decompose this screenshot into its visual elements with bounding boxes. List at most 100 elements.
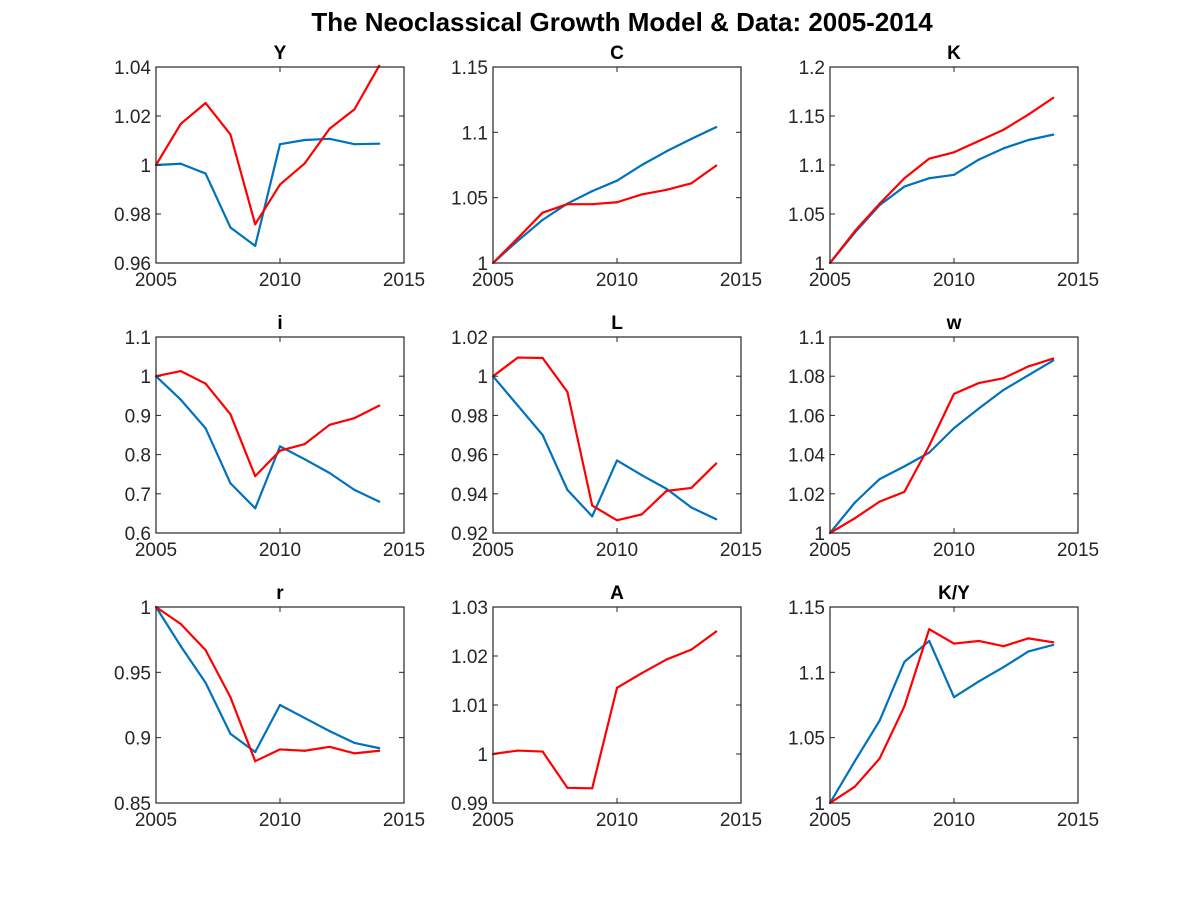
data-point [1052, 641, 1055, 644]
x-tick-label: 2015 [720, 810, 762, 831]
y-tick-label: 0.98 [114, 205, 151, 226]
data-point [715, 462, 718, 465]
data-point [615, 179, 619, 182]
x-tick-label: 2010 [596, 270, 638, 291]
subplot-w: w 1 1.02 1.04 1.06 1.08 1.1 2005 2010 2015 [788, 313, 1099, 561]
data-point [1052, 643, 1055, 646]
data-point [303, 138, 306, 142]
data-point [665, 487, 668, 490]
data-point [1002, 645, 1005, 648]
data-point [353, 752, 356, 755]
data-point [278, 449, 282, 452]
data-point [254, 507, 257, 510]
data-point [715, 630, 718, 633]
data-point [615, 686, 619, 689]
data-point [1052, 133, 1055, 136]
y-tick-label: 1.05 [788, 729, 825, 750]
data-point [591, 515, 594, 518]
data-point [977, 139, 980, 143]
y-tick-label: 0.85 [114, 794, 151, 815]
y-tick-label: 1.05 [451, 189, 488, 210]
y-tick-label: 1.1 [125, 328, 151, 349]
data-point [928, 451, 931, 454]
x-tick-label: 2010 [933, 270, 975, 291]
data-point [640, 474, 643, 477]
data-point [353, 488, 356, 491]
data-point [541, 433, 544, 437]
x-tick-label: 2010 [596, 810, 638, 831]
data-point [229, 696, 232, 699]
x-tick-label: 2015 [1057, 540, 1099, 561]
y-tick-label: 1.02 [788, 485, 825, 506]
data-point [952, 151, 956, 154]
y-tick-label: 1.08 [788, 367, 825, 388]
data-point [378, 747, 381, 750]
data-point [179, 622, 182, 626]
data-point [229, 226, 232, 229]
y-tick-label: 1.04 [788, 446, 825, 467]
subplot-title: w [946, 313, 962, 334]
data-point [1027, 113, 1030, 116]
data-point [928, 177, 931, 180]
x-tick-label: 2015 [1057, 810, 1099, 831]
series-line-2 [492, 356, 717, 522]
data-point [640, 672, 643, 675]
y-tick-label: 0.6 [125, 524, 151, 545]
subplot-k: K 1 1.05 1.1 1.15 1.2 2005 2010 2015 [788, 43, 1099, 291]
x-tick-label: 2005 [809, 540, 851, 561]
data-point [1027, 138, 1030, 142]
data-point [353, 417, 356, 420]
y-tick-label: 0.7 [125, 485, 151, 506]
y-tick-label: 1.15 [451, 58, 488, 79]
data-point [591, 190, 594, 193]
data-point [977, 680, 980, 683]
data-point [853, 517, 856, 520]
data-point [903, 660, 906, 663]
y-tick-label: 1 [477, 367, 488, 388]
data-point [353, 143, 356, 146]
subplot-y: Y 0.96 0.98 1 1.02 1.04 2005 2010 2015 [114, 43, 425, 291]
data-point [1027, 637, 1030, 640]
x-tick-label: 2010 [933, 540, 975, 561]
y-tick-label: 1 [814, 524, 825, 545]
data-point [353, 741, 356, 744]
data-point [878, 719, 881, 722]
data-point [615, 519, 619, 522]
data-point [615, 201, 619, 204]
data-point [878, 202, 881, 205]
data-point [903, 490, 906, 493]
data-point [516, 237, 519, 240]
data-point [254, 244, 257, 247]
data-point [179, 162, 182, 165]
data-point [378, 404, 381, 407]
y-tick-label: 1.01 [451, 696, 488, 717]
data-point [665, 658, 668, 661]
y-tick-label: 1.06 [788, 406, 825, 427]
data-point [591, 787, 594, 790]
data-point [903, 185, 906, 188]
data-point [1052, 359, 1055, 362]
series-line-1 [492, 630, 717, 790]
figure-title: The Neoclassical Growth Model & Data: 20… [311, 7, 933, 37]
data-point [928, 157, 931, 160]
data-point [254, 760, 257, 763]
data-point [715, 126, 718, 129]
data-point [516, 749, 519, 752]
y-tick-label: 1 [477, 745, 488, 766]
y-tick-label: 1.02 [451, 647, 488, 668]
series-line-1 [155, 375, 380, 510]
subplot-title: C [610, 43, 624, 64]
y-tick-label: 0.94 [451, 485, 488, 506]
y-tick-label: 1.1 [799, 328, 825, 349]
data-point [1052, 357, 1055, 360]
y-tick-label: 0.9 [125, 729, 151, 750]
subplot-k-y: K/Y 1 1.05 1.1 1.15 2005 2010 2015 [788, 583, 1099, 831]
series-line-2 [155, 370, 380, 478]
y-tick-label: 1 [814, 254, 825, 275]
data-point [566, 488, 569, 491]
data-point [278, 445, 282, 448]
y-tick-label: 1.2 [799, 58, 825, 79]
x-tick-label: 2010 [933, 810, 975, 831]
data-point [878, 500, 881, 503]
